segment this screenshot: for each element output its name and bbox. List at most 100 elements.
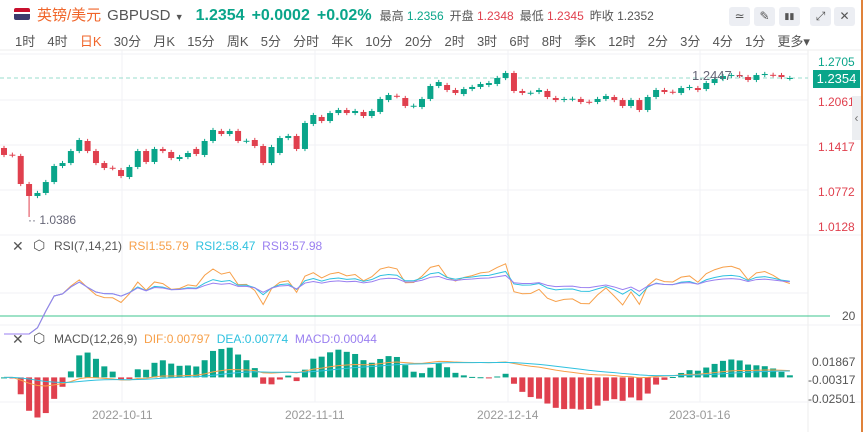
tab-period[interactable]: 2分 bbox=[647, 34, 668, 49]
macd-bar bbox=[335, 349, 342, 378]
dif-value: DIF:0.00797 bbox=[144, 332, 211, 346]
tab-period[interactable]: 5分 bbox=[260, 34, 281, 49]
macd-settings-icon[interactable]: ⬡ bbox=[33, 330, 46, 346]
tab-period[interactable]: 12时 bbox=[608, 34, 636, 49]
date-label: 2022-10-11 bbox=[92, 408, 153, 422]
collapse-panel-button[interactable]: ‹ bbox=[852, 96, 861, 140]
candle-body bbox=[452, 90, 459, 93]
price-display: 1.2354 +0.0002 +0.02% bbox=[196, 7, 372, 25]
macd-bar bbox=[510, 377, 517, 384]
tab-period[interactable]: 月K bbox=[153, 34, 176, 49]
tab-period[interactable]: 1分 bbox=[745, 34, 766, 49]
high-label: 最高 bbox=[379, 9, 404, 23]
macd-bar bbox=[76, 355, 83, 378]
rsi-settings-icon[interactable]: ⬡ bbox=[33, 237, 46, 253]
macd-value: MACD:0.00044 bbox=[294, 332, 377, 346]
candle-body bbox=[694, 88, 701, 91]
macd-panel bbox=[1, 347, 793, 418]
candle-body bbox=[561, 98, 568, 101]
candle-body bbox=[34, 192, 41, 197]
candle-body bbox=[126, 166, 133, 178]
tab-period[interactable]: 15分 bbox=[187, 34, 215, 49]
tab-period[interactable]: 30分 bbox=[113, 34, 142, 49]
candle-body bbox=[552, 97, 559, 101]
tab-period[interactable]: 分时 bbox=[293, 34, 320, 49]
expand-icon[interactable]: ⤢ bbox=[810, 7, 831, 26]
tab-period[interactable]: 日K bbox=[79, 34, 102, 49]
macd-bar bbox=[427, 367, 434, 378]
date-label: 2022-11-11 bbox=[285, 408, 345, 422]
close-rsi-icon[interactable]: ✕ bbox=[12, 238, 24, 254]
tab-period[interactable]: 季K bbox=[574, 34, 596, 49]
close-macd-icon[interactable]: ✕ bbox=[12, 331, 24, 347]
tab-period[interactable]: 3时 bbox=[476, 34, 498, 49]
candle-type-icon[interactable]: ▮▮ bbox=[779, 7, 800, 26]
macd-bar bbox=[452, 372, 459, 378]
macd-bar bbox=[653, 377, 660, 385]
candle-body bbox=[477, 84, 484, 87]
macd-bar bbox=[770, 368, 777, 378]
tab-period[interactable]: 周K bbox=[226, 34, 249, 49]
chevron-down-icon: ▼ bbox=[174, 12, 184, 22]
low-label: 最低 bbox=[519, 9, 544, 23]
macd-bar bbox=[419, 373, 425, 378]
macd-bar bbox=[168, 363, 175, 378]
tab-period[interactable]: 10分 bbox=[365, 34, 393, 49]
dea-value: DEA:0.00774 bbox=[216, 332, 289, 346]
candle-body bbox=[168, 152, 175, 159]
macd-bar bbox=[561, 377, 568, 410]
candle-body bbox=[118, 170, 125, 177]
macd-bar bbox=[594, 377, 601, 406]
macd-bar bbox=[719, 360, 726, 378]
tab-period[interactable]: 20分 bbox=[404, 34, 433, 49]
macd-bar bbox=[352, 353, 359, 378]
tab-period[interactable]: 6时 bbox=[509, 34, 530, 49]
macd-bar bbox=[109, 371, 116, 378]
candle-body bbox=[444, 84, 451, 91]
tab-period[interactable]: 更多▾ bbox=[777, 34, 810, 49]
candle-body bbox=[485, 83, 492, 85]
macd-bar bbox=[118, 377, 125, 380]
macd-bar bbox=[92, 358, 99, 378]
candle-body bbox=[703, 83, 710, 90]
candle-body bbox=[176, 157, 183, 160]
macd-bar bbox=[276, 377, 283, 380]
macd-bar bbox=[477, 377, 484, 379]
macd-bar bbox=[143, 369, 150, 378]
candle-body bbox=[719, 76, 726, 79]
candle-body bbox=[502, 72, 509, 78]
tab-period[interactable]: 4时 bbox=[47, 34, 68, 49]
macd-bar bbox=[661, 377, 668, 380]
candle-body bbox=[193, 148, 200, 154]
macd-bar bbox=[310, 358, 317, 378]
min-price-annotation: ·· 1.0386 bbox=[28, 213, 77, 227]
tab-period[interactable]: 2时 bbox=[444, 34, 465, 49]
tab-period[interactable]: 4分 bbox=[712, 34, 733, 49]
macd-bar bbox=[285, 375, 292, 378]
low-stat: 最低 1.2345 bbox=[520, 7, 584, 24]
macd-bar bbox=[235, 354, 242, 378]
tab-period[interactable]: 1时 bbox=[15, 34, 36, 49]
tab-period[interactable]: 年K bbox=[331, 34, 354, 49]
candle-body bbox=[577, 98, 584, 103]
macd-bar bbox=[435, 363, 442, 378]
candle-body bbox=[678, 88, 685, 93]
tab-period[interactable]: 3分 bbox=[680, 34, 701, 49]
candle-body bbox=[201, 140, 208, 155]
symbol-label: GBPUSD bbox=[107, 7, 171, 24]
macd-bar bbox=[260, 377, 267, 384]
macd-bar bbox=[51, 377, 58, 399]
candle-body bbox=[410, 105, 417, 107]
draw-icon[interactable]: ✎ bbox=[754, 7, 775, 26]
indicator-icon[interactable]: ≃ bbox=[729, 7, 750, 26]
candle-body bbox=[569, 98, 576, 100]
candle-body bbox=[251, 140, 258, 147]
macd-bar bbox=[243, 360, 250, 378]
macd-bar bbox=[502, 373, 509, 378]
symbol-select[interactable]: GBPUSD ▼ bbox=[107, 7, 183, 24]
tab-period[interactable]: 8时 bbox=[541, 34, 563, 49]
macd-bar bbox=[134, 369, 141, 378]
close-icon[interactable]: ✕ bbox=[834, 7, 855, 26]
macd-bar bbox=[201, 360, 208, 378]
